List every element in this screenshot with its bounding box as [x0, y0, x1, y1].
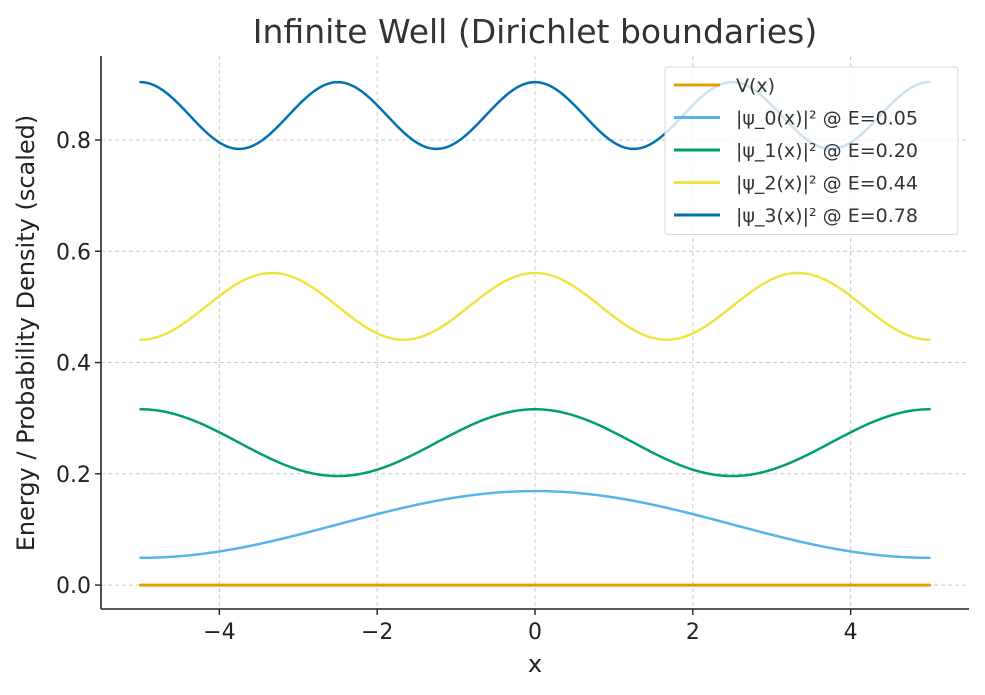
- x-tick-label: −2: [361, 620, 393, 645]
- x-tick-label: 2: [686, 620, 700, 645]
- legend-label: |ψ_2(x)|² @ E=0.44: [736, 173, 918, 195]
- legend-label: |ψ_0(x)|² @ E=0.05: [736, 108, 918, 130]
- series-line-1: [139, 489, 931, 560]
- series-line-2: [139, 408, 931, 478]
- x-tick-label: 0: [528, 620, 542, 645]
- x-tick-label: −4: [203, 620, 235, 645]
- y-tick-label: 0.4: [56, 352, 91, 377]
- y-tick-label: 0.8: [56, 129, 91, 154]
- series-line-3: [139, 271, 931, 341]
- legend-label: |ψ_1(x)|² @ E=0.20: [736, 140, 918, 162]
- chart-title: Infinite Well (Dirichlet boundaries): [253, 12, 817, 51]
- y-tick-label: 0.6: [56, 240, 91, 265]
- y-axis-label: Energy / Probability Density (scaled): [12, 115, 40, 552]
- y-tick-label: 0.2: [56, 463, 91, 488]
- series-layer: [138, 80, 932, 587]
- x-axis-label: x: [528, 650, 542, 678]
- tick-labels: −4 −2 0 2 4 0.0 0.2 0.4 0.6 0.8: [56, 129, 858, 645]
- legend-box: [664, 66, 959, 235]
- y-tick-label: 0.0: [56, 574, 91, 599]
- legend: V(x) |ψ_0(x)|² @ E=0.05 |ψ_1(x)|² @ E=0.20…: [664, 66, 959, 235]
- legend-label: V(x): [736, 75, 775, 97]
- x-tick-label: 4: [844, 620, 858, 645]
- legend-label: |ψ_3(x)|² @ E=0.78: [736, 205, 918, 227]
- axes: [95, 56, 969, 615]
